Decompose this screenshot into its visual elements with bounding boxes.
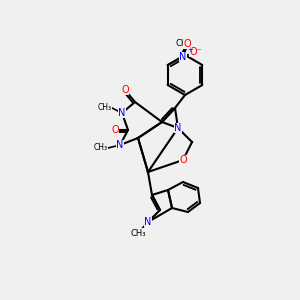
Text: CH₃: CH₃ <box>175 38 191 47</box>
Text: N: N <box>118 108 126 118</box>
Text: N: N <box>116 140 124 150</box>
Text: N: N <box>144 217 152 227</box>
Text: O: O <box>111 125 119 135</box>
Text: CH₃: CH₃ <box>98 103 112 112</box>
Text: O: O <box>121 85 129 95</box>
Text: N: N <box>179 52 186 62</box>
Text: CH₃: CH₃ <box>130 229 146 238</box>
Text: O: O <box>179 155 187 165</box>
Text: O: O <box>184 39 191 49</box>
Text: +: + <box>188 47 194 53</box>
Text: O⁻: O⁻ <box>189 47 202 57</box>
Text: CH₃: CH₃ <box>94 143 108 152</box>
Text: N: N <box>174 123 182 133</box>
